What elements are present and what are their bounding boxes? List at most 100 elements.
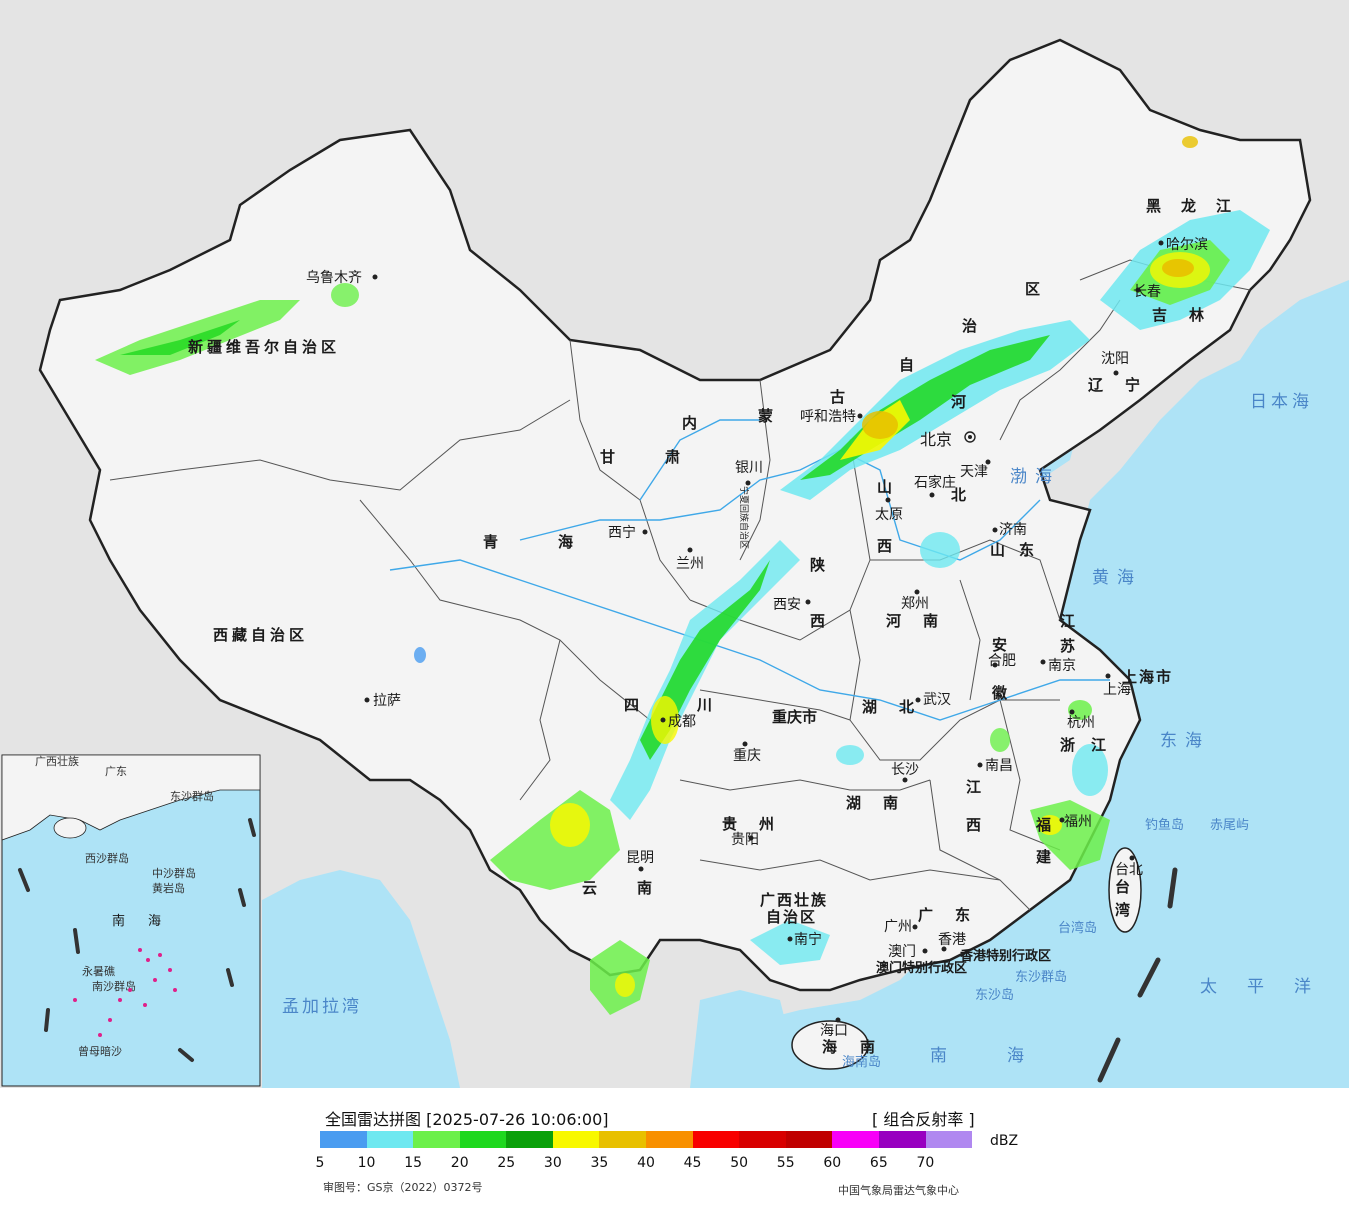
svg-text:重庆: 重庆 [733, 748, 761, 764]
svg-text:澳门: 澳门 [888, 944, 916, 960]
city-lhasa: 拉萨 [364, 693, 401, 709]
city-yinchuan: 银川 [735, 460, 763, 486]
pacific-water [700, 280, 1349, 1088]
label-fujian-2: 建 [1036, 848, 1055, 866]
city-xining: 西宁 [608, 524, 648, 541]
label-jiangxi-1: 江 [966, 778, 985, 796]
hainan-island [791, 1020, 869, 1070]
label-hainan-1: 海 [822, 1038, 841, 1056]
taiwan-island [1108, 847, 1142, 933]
inset-label-zengmu: 曾母暗沙 [78, 1044, 122, 1058]
label-bohai: 渤海 [1010, 467, 1060, 487]
label-heilongjiang: 黑龙江 [1146, 197, 1251, 215]
radar-map: 新疆维吾尔自治区 西藏自治区 青海 甘肃 内 蒙 古 自 治 区 宁夏回族自治区… [0, 0, 1349, 1088]
city-harbin: 哈尔滨 [1158, 237, 1208, 253]
svg-text:石家庄: 石家庄 [914, 474, 956, 491]
city-haikou: 海口 [820, 1017, 848, 1039]
legend-product: [ 组合反射率 ] [872, 1110, 975, 1129]
label-guangxi-1: 广西壮族 [760, 891, 828, 909]
legend-tick-label: 55 [776, 1155, 795, 1171]
gulf-tonkin-water [690, 990, 790, 1088]
svg-text:银川: 银川 [735, 460, 763, 476]
label-neimenggu-2: 蒙 [758, 407, 777, 425]
svg-text:广州: 广州 [884, 919, 912, 935]
label-jilin: 吉林 [1152, 306, 1226, 324]
legend-tick-label: 25 [497, 1155, 516, 1171]
svg-text:合肥: 合肥 [988, 653, 1016, 669]
label-guangdong: 广东 [918, 906, 992, 924]
svg-text:杭州: 杭州 [1067, 715, 1095, 731]
radar-echoes [95, 136, 1270, 1015]
inset-label-nansha: 南沙群岛 [92, 979, 136, 993]
legend-swatch [506, 1131, 553, 1148]
label-jiangxi-2: 西 [966, 816, 985, 834]
legend-swatch [320, 1131, 367, 1148]
legend-approval-number: 审图号：GS京（2022）0372号 [323, 1181, 483, 1194]
label-anhui-2: 徽 [991, 684, 1011, 702]
label-hongkong: 香港特别行政区 [959, 948, 1051, 964]
city-shijiazhuang: 石家庄 [914, 474, 956, 498]
inset-label-xisha: 西沙群岛 [85, 851, 129, 865]
label-shaanxi-2: 西 [810, 612, 829, 630]
legend-tick-label: 70 [916, 1155, 935, 1171]
label-hainan-2: 南 [860, 1038, 879, 1056]
label-neimenggu-6: 区 [1025, 280, 1044, 298]
label-ningxia: 宁夏回族自治区 [738, 486, 750, 549]
svg-text:长沙: 长沙 [891, 762, 919, 778]
legend-tick-label: 40 [637, 1155, 655, 1171]
svg-text:西安: 西安 [773, 597, 801, 613]
label-bengal: 孟加拉湾 [282, 997, 362, 1017]
legend-title: 全国雷达拼图 [2025-07-26 10:06:00] [325, 1110, 609, 1129]
label-hebei-2: 北 [951, 486, 970, 504]
svg-text:郑州: 郑州 [901, 596, 929, 612]
label-hubei: 湖北 [862, 698, 936, 716]
label-shandong: 山东 [990, 541, 1048, 559]
legend-tick-label: 35 [590, 1155, 609, 1171]
label-huanghai: 黄海 [1092, 568, 1142, 588]
label-xizang: 西藏自治区 [213, 626, 308, 644]
svg-text:济南: 济南 [999, 522, 1027, 538]
label-hebei-1: 河 [951, 393, 970, 411]
city-taibei: 台北 [1115, 855, 1143, 878]
inset-label-zhongsha: 中沙群岛 [152, 866, 196, 880]
label-sichuan-2: 川 [696, 696, 716, 714]
radar-legend: 全国雷达拼图 [2025-07-26 10:06:00] [ 组合反射率 ] d… [0, 1088, 1349, 1208]
svg-text:香港: 香港 [938, 932, 966, 948]
legend-swatch [832, 1131, 879, 1148]
label-shanxi-1: 山 [877, 478, 896, 496]
inset-label-nanhai-1: 南 [112, 913, 125, 929]
city-labels: 乌鲁木齐 拉萨 西宁 兰州 银川 呼和浩特 北京 天津 石家庄 太原 济南 郑州… [306, 237, 1208, 1039]
legend-source: 中国气象局雷达气象中心 [838, 1184, 959, 1197]
svg-text:长春: 长春 [1133, 284, 1161, 300]
label-neimenggu-5: 治 [962, 317, 981, 335]
legend-tick-label: 15 [404, 1155, 423, 1171]
city-zhengzhou: 郑州 [901, 589, 929, 612]
svg-text:上海: 上海 [1103, 682, 1131, 698]
city-taiyuan: 太原 [875, 497, 903, 523]
city-lanzhou: 兰州 [676, 547, 704, 572]
label-jiangsu-1: 江 [1060, 612, 1079, 630]
label-shanghai: 上海市 [1122, 668, 1173, 686]
svg-text:哈尔滨: 哈尔滨 [1166, 237, 1208, 253]
label-xinjiang: 新疆维吾尔自治区 [188, 338, 340, 356]
bengal-water [262, 870, 460, 1088]
svg-text:拉萨: 拉萨 [373, 693, 401, 709]
legend-swatch [925, 1131, 973, 1148]
label-pacific: 太平洋 [1200, 977, 1341, 997]
label-diaoyu: 钓鱼岛 [1145, 817, 1184, 833]
label-anhui-1: 安 [992, 636, 1011, 654]
label-liaoning: 辽宁 [1088, 376, 1162, 394]
label-macau: 澳门特别行政区 [876, 960, 967, 976]
city-hangzhou: 杭州 [1067, 709, 1095, 731]
city-nanjing: 南京 [1040, 658, 1076, 674]
legend-swatch [878, 1131, 926, 1148]
svg-text:南昌: 南昌 [985, 758, 1013, 774]
legend-swatch [599, 1131, 647, 1148]
legend-tick-label: 5 [315, 1155, 325, 1171]
svg-text:太原: 太原 [875, 507, 903, 523]
city-changchun: 长春 [1133, 284, 1161, 300]
sea-labels: 渤海 黄海 东海 南海 日本海 太平洋 孟加拉湾 钓鱼岛 赤尾屿 东沙群岛 东沙… [282, 392, 1341, 1070]
svg-text:天津: 天津 [960, 464, 988, 480]
city-chongqing: 重庆 [733, 741, 761, 764]
inset-label-yongshu: 永暑礁 [82, 964, 115, 978]
